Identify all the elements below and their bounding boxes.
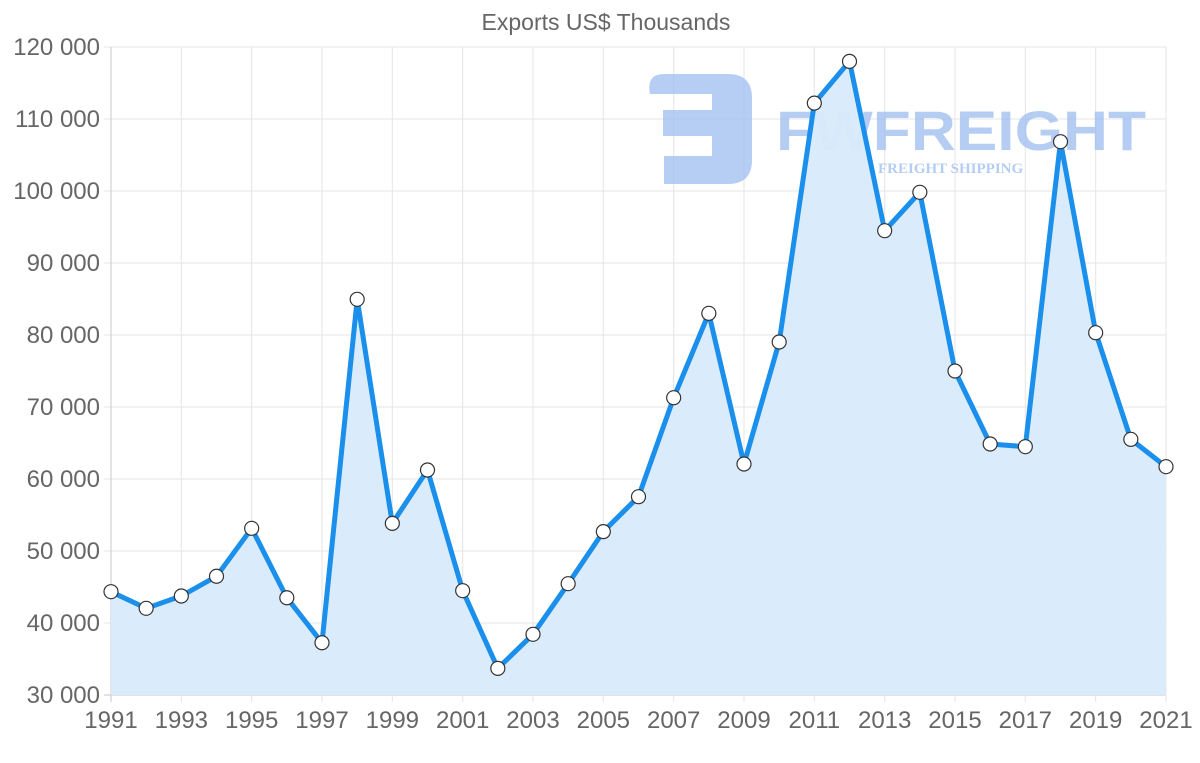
x-tick-label: 1999 [366, 707, 419, 734]
data-point[interactable] [1123, 431, 1139, 447]
data-point[interactable] [806, 95, 822, 111]
x-axis-labels: 1991 1993 1995 1997 1999 2001 2003 2005 2007 2009… [84, 707, 1192, 734]
y-tick-label: 90 000 [27, 250, 100, 277]
data-points [103, 53, 1174, 676]
x-tick-label: 2001 [436, 707, 489, 734]
x-tick-label: 1995 [225, 707, 278, 734]
data-point[interactable] [1158, 459, 1174, 475]
x-tick-label: 2019 [1069, 707, 1122, 734]
data-point[interactable] [736, 456, 752, 472]
data-point[interactable] [630, 489, 647, 505]
data-point[interactable] [841, 53, 858, 70]
data-point[interactable] [455, 583, 471, 599]
data-point[interactable] [173, 588, 189, 604]
data-point[interactable] [103, 584, 119, 600]
data-point[interactable] [1052, 134, 1069, 150]
data-point[interactable] [279, 590, 295, 606]
x-tick-label: 1997 [295, 707, 348, 734]
y-tick-label: 120 000 [13, 34, 100, 61]
chart-title: Exports US$ Thousands [482, 9, 731, 35]
y-axis-labels: 30 000 40 000 50 000 60 000 70 000 80 000 90 0… [13, 34, 100, 709]
data-point[interactable] [912, 184, 928, 200]
x-tick-label: 2007 [647, 707, 700, 734]
data-point[interactable] [244, 520, 260, 536]
data-point[interactable] [419, 462, 436, 478]
data-point[interactable] [1088, 325, 1104, 341]
x-tick-label: 2013 [858, 707, 911, 734]
data-point[interactable] [701, 305, 717, 321]
y-tick-label: 50 000 [27, 538, 100, 565]
data-point[interactable] [384, 515, 400, 531]
y-tick-label: 100 000 [13, 178, 100, 205]
y-tick-label: 110 000 [15, 106, 100, 133]
y-tick-label: 30 000 [27, 682, 100, 709]
x-tick-label: 2003 [506, 707, 559, 734]
watermark-tagline: FREIGHT SHIPPING [878, 161, 1023, 177]
y-tick-label: 60 000 [27, 466, 100, 493]
x-tick-label: 2017 [999, 707, 1052, 734]
data-point[interactable] [666, 390, 682, 406]
data-point[interactable] [208, 568, 225, 584]
data-point[interactable] [771, 334, 787, 350]
x-tick-label: 2009 [717, 707, 770, 734]
x-tick-label: 1993 [155, 707, 208, 734]
fwfreight-logo-icon [649, 74, 752, 184]
x-tick-label: 2021 [1139, 707, 1192, 734]
data-point[interactable] [525, 626, 541, 642]
data-point[interactable] [349, 291, 365, 307]
watermark-logo: FWFREIGHT FREIGHT SHIPPING [649, 74, 1146, 184]
data-point[interactable] [982, 436, 998, 452]
x-tick-label: 2005 [577, 707, 630, 734]
area-fill [111, 61, 1166, 695]
x-tick-label: 1991 [84, 707, 137, 734]
data-point[interactable] [877, 223, 893, 239]
data-point[interactable] [490, 660, 506, 676]
data-point[interactable] [1017, 439, 1033, 455]
data-point[interactable] [947, 363, 963, 379]
data-point[interactable] [314, 635, 330, 651]
data-point[interactable] [560, 576, 576, 592]
data-point[interactable] [595, 524, 611, 540]
data-point[interactable] [138, 600, 154, 616]
y-tick-label: 40 000 [27, 610, 100, 637]
x-tick-label: 2011 [789, 707, 841, 734]
y-tick-label: 70 000 [27, 394, 100, 421]
y-tick-label: 80 000 [27, 322, 100, 349]
x-tick-label: 2015 [928, 707, 981, 734]
